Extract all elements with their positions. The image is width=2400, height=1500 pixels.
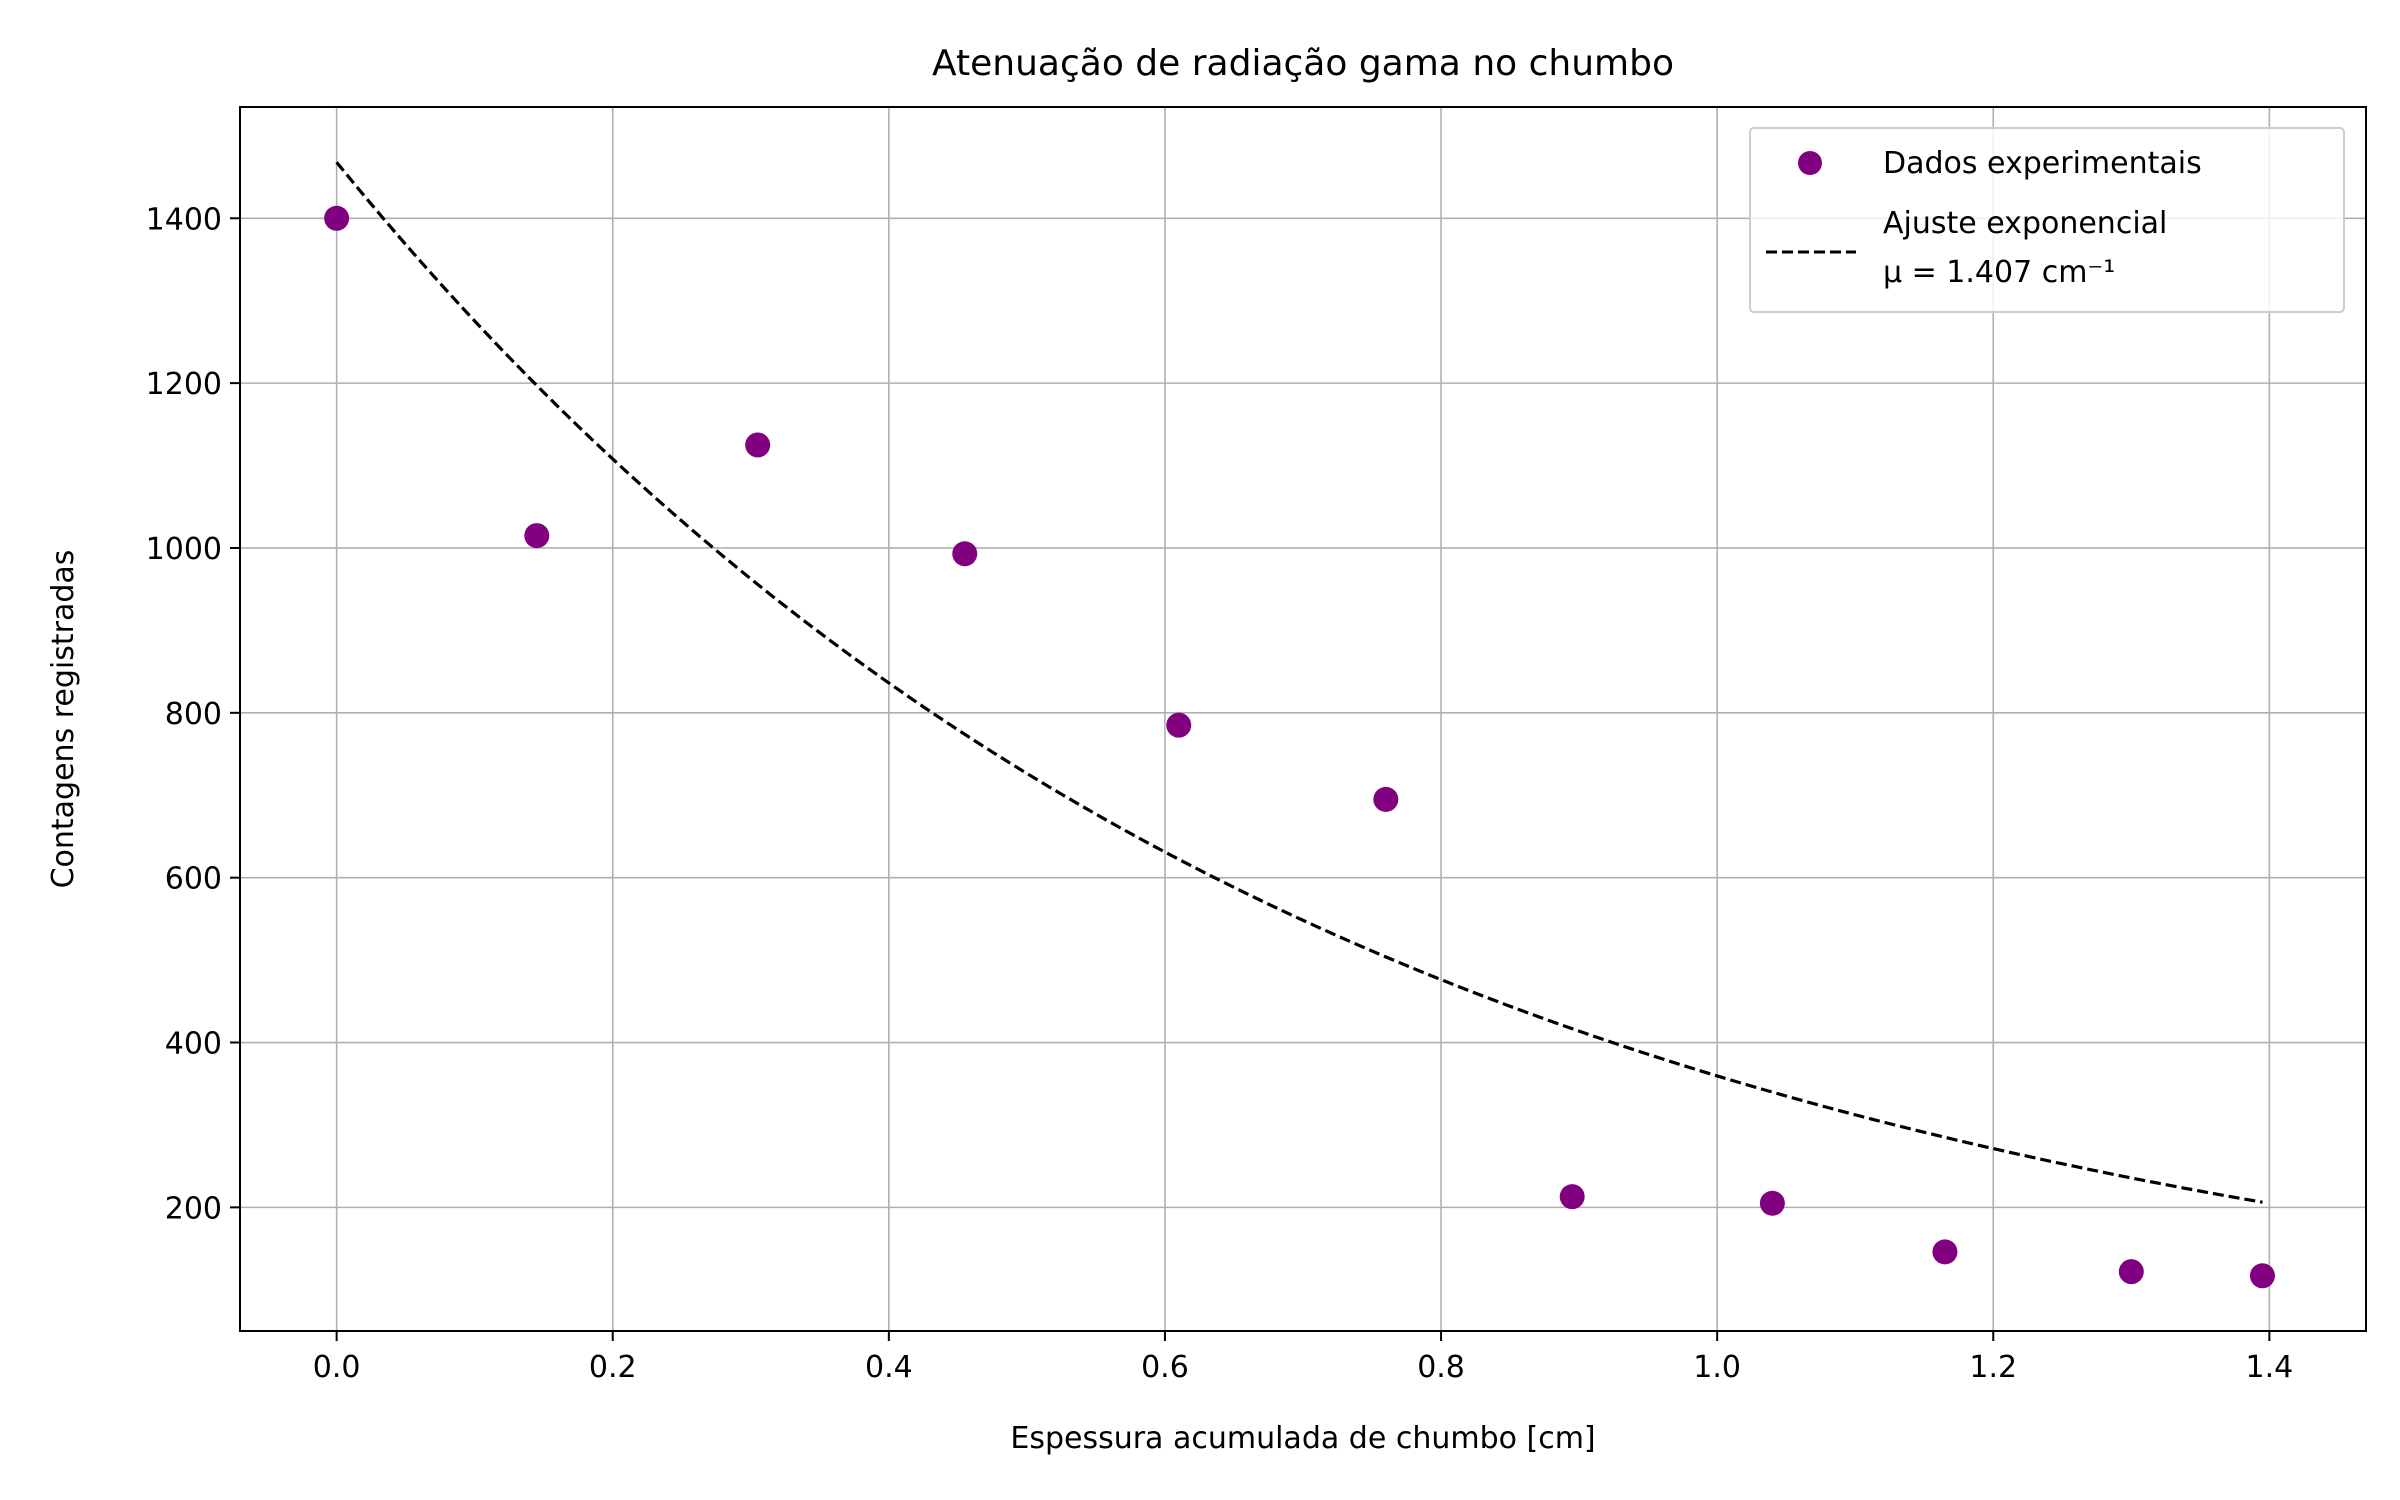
grid-lines: [240, 107, 2366, 1331]
y-tick-label: 800: [165, 697, 222, 732]
x-tick-label: 0.2: [589, 1350, 637, 1385]
x-tick-label: 0.8: [1417, 1350, 1465, 1385]
data-point: [1559, 1184, 1585, 1210]
chart-title: Atenuação de radiação gama no chumbo: [932, 43, 1674, 84]
x-axis-label: Espessura acumulada de chumbo [cm]: [1010, 1421, 1595, 1456]
x-axis-ticks: 0.0 0.2 0.4 0.6 0.8 1.0 1.2 1.4: [313, 1331, 2293, 1385]
y-tick-label: 600: [165, 862, 222, 897]
y-tick-label: 200: [165, 1191, 222, 1226]
y-tick-label: 1000: [146, 532, 222, 567]
data-point: [952, 541, 978, 567]
legend-label-dados: Dados experimentais: [1883, 146, 2202, 181]
y-axis-label: Contagens registradas: [46, 550, 81, 889]
y-tick-label: 1400: [146, 202, 222, 237]
y-tick-label: 1200: [146, 367, 222, 402]
y-axis-ticks: 200 400 600 800 1000 1200 1400: [146, 202, 240, 1226]
legend: Dados experimentais Ajuste exponencial μ…: [1749, 127, 2345, 313]
data-point: [324, 205, 350, 231]
plot-frame: [239, 106, 2367, 1332]
x-tick-label: 1.0: [1693, 1350, 1741, 1385]
legend-box: [1749, 127, 2345, 313]
x-tick-label: 0.4: [865, 1350, 913, 1385]
x-tick-label: 0.6: [1141, 1350, 1189, 1385]
legend-label-ajuste: Ajuste exponencial: [1883, 206, 2167, 241]
legend-scatter-marker: [1798, 151, 1822, 175]
data-point: [745, 432, 771, 458]
data-point: [524, 523, 550, 549]
data-point: [1166, 712, 1192, 738]
fit-curve-line: [335, 161, 2263, 1204]
data-point: [2249, 1263, 2275, 1289]
x-tick-label: 1.2: [1969, 1350, 2017, 1385]
data-point: [1759, 1190, 1785, 1216]
data-point: [1932, 1239, 1958, 1265]
legend-label-mu: μ = 1.407 cm⁻¹: [1883, 255, 2115, 290]
x-tick-label: 1.4: [2246, 1350, 2294, 1385]
x-tick-label: 0.0: [313, 1350, 361, 1385]
y-tick-label: 400: [165, 1027, 222, 1062]
data-point: [1373, 786, 1399, 812]
data-point: [2118, 1259, 2144, 1285]
fit-curve-layer: [335, 161, 2263, 1204]
data-points-layer: [324, 205, 2275, 1289]
